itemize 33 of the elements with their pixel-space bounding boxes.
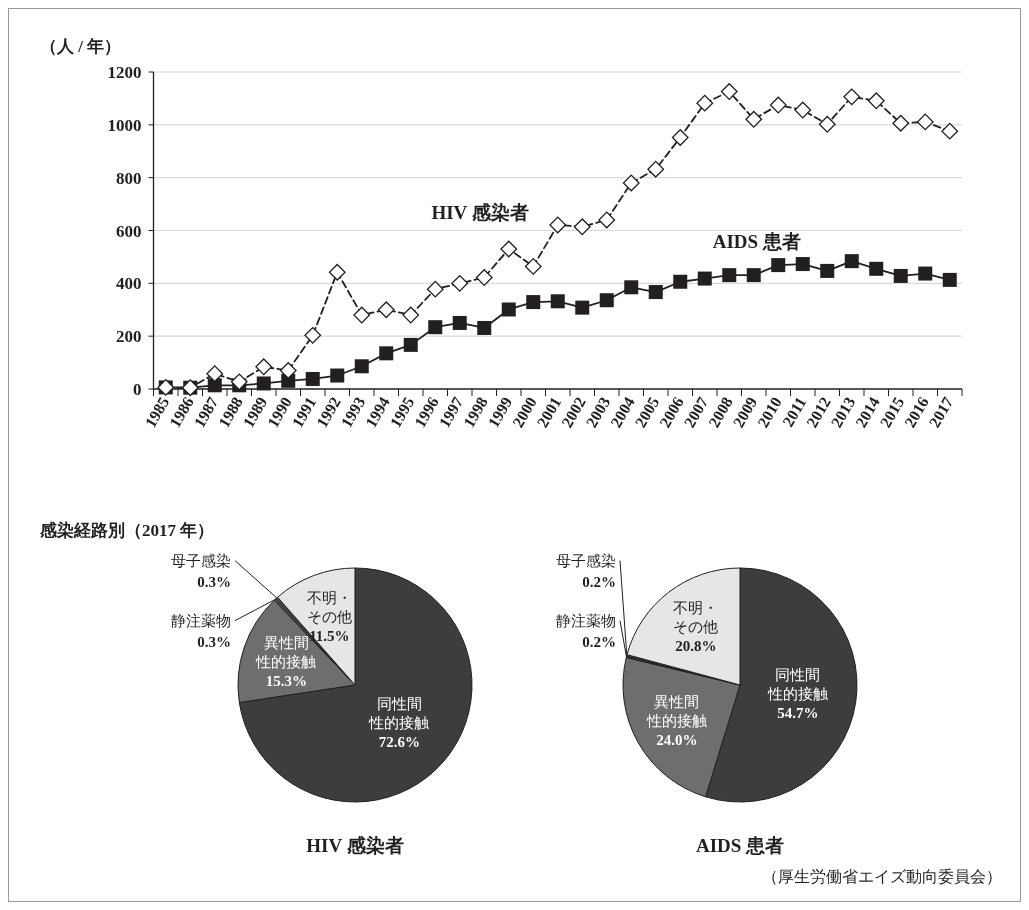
slice-label: 同性間性的接触 [766,666,828,702]
y-tick-label: 1200 [107,63,142,82]
slice-label: 同性間性的接触 [368,696,430,732]
series-label: HIV 感染者 [431,201,529,223]
series-label: AIDS 患者 [712,231,801,253]
data-label: 20.8% [675,638,717,655]
y-tick-label: 0 [133,380,142,399]
data-label: 0.3% [197,573,231,590]
data-label: 0.2% [582,573,616,590]
text: HIV 感染者 [306,835,404,856]
y-tick-label: 200 [116,327,142,347]
slice-label: 静注薬物 [171,612,231,629]
data-label: 15.3% [265,672,307,689]
text: （厚生労働省エイズ動向委員会） [762,868,1002,885]
data-label: 24.0% [656,731,698,748]
y-tick-label: 800 [116,168,142,188]
text: 感染経路別（2017 年） [39,521,215,540]
slice-label: 不明・その他 [306,590,352,626]
data-label: 54.7% [777,704,819,721]
y-tick-label: 600 [116,221,142,241]
slice-label: 不明・その他 [673,600,719,636]
data-label: 11.5% [309,628,350,645]
y-axis-title: （人 / 年） [40,37,122,56]
slice-label: 静注薬物 [556,612,616,629]
data-label: 0.2% [582,633,616,650]
data-label: 0.3% [197,633,231,650]
slice-label: 異性間性的接触 [645,693,707,729]
data-label: 72.6% [378,734,420,751]
text: AIDS 患者 [695,835,785,856]
slice-label: 母子感染 [556,552,616,569]
y-tick-label: 1000 [107,115,142,135]
slice-label: 母子感染 [171,552,231,569]
y-tick-label: 400 [116,274,142,294]
